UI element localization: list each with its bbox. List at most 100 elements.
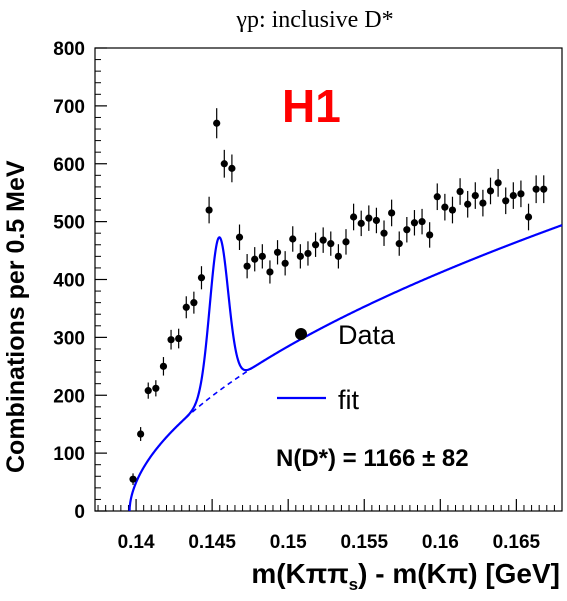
data-marker: [266, 268, 274, 276]
data-marker: [243, 262, 251, 270]
x-axis-title-rest: ) - m(Kπ) [GeV]: [358, 558, 560, 589]
x-tick-label: 0.14: [118, 532, 155, 553]
y-tick-label: 100: [53, 444, 85, 465]
data-marker: [509, 191, 517, 200]
x-tick-label: 0.145: [188, 532, 236, 553]
data-marker: [471, 191, 479, 200]
x-axis-title: m(Kππs) - m(Kπ) [GeV]: [251, 558, 560, 594]
data-point: [448, 196, 457, 224]
data-point: [502, 187, 510, 215]
data-marker: [281, 259, 289, 267]
legend-fit-label: fit: [338, 385, 360, 415]
data-point: [395, 231, 403, 256]
data-marker: [532, 185, 540, 193]
data-point: [273, 240, 282, 265]
data-point: [167, 329, 175, 350]
fit-curve: [128, 224, 563, 512]
data-marker: [502, 197, 510, 205]
data-marker: [410, 219, 419, 227]
data-marker: [327, 240, 335, 248]
data-point: [418, 208, 426, 235]
data-point: [479, 189, 487, 217]
data-point: [197, 266, 206, 290]
data-points: [129, 108, 548, 485]
fit-background-dashed: [172, 365, 256, 432]
x-axis-title-main: m(Kππ: [251, 558, 348, 589]
data-marker: [349, 213, 358, 221]
y-tick-label: 800: [53, 39, 85, 60]
data-point: [304, 241, 312, 266]
data-marker: [342, 238, 350, 246]
axis-ticks: [95, 47, 563, 512]
data-point: [182, 296, 190, 319]
data-marker: [311, 241, 320, 249]
x-tick-label: 0.165: [493, 532, 541, 553]
data-marker: [304, 249, 312, 258]
data-marker: [486, 187, 495, 195]
data-point: [327, 231, 335, 256]
data-marker: [205, 206, 213, 214]
data-marker: [426, 231, 434, 239]
data-marker: [448, 206, 457, 214]
data-marker: [296, 252, 304, 260]
legend-data-label: Data: [338, 320, 396, 350]
y-axis-title: Combinations per 0.5 MeV: [2, 160, 30, 473]
data-point: [243, 254, 251, 279]
data-point: [190, 291, 198, 314]
data-point: [433, 183, 441, 211]
data-marker: [190, 299, 198, 307]
data-marker: [213, 119, 221, 127]
data-point: [372, 207, 381, 234]
data-point: [349, 203, 358, 231]
data-marker: [540, 185, 548, 193]
data-point: [494, 168, 502, 197]
data-point: [456, 178, 464, 205]
data-point: [403, 216, 411, 243]
data-point: [471, 182, 479, 209]
data-point: [281, 251, 289, 276]
data-point: [357, 210, 365, 237]
data-point: [365, 205, 373, 231]
data-point: [517, 180, 525, 208]
data-point: [311, 232, 320, 257]
data-marker: [167, 336, 175, 344]
data-point: [228, 154, 236, 183]
data-marker: [388, 209, 396, 217]
data-point: [532, 175, 540, 204]
data-marker: [289, 235, 297, 243]
data-point: [540, 175, 548, 204]
data-point: [334, 244, 342, 269]
data-point: [410, 210, 419, 236]
data-marker: [334, 252, 342, 260]
data-point: [524, 203, 533, 231]
data-marker: [159, 362, 168, 370]
y-tick-label: 300: [53, 328, 85, 349]
data-point: [129, 473, 137, 485]
data-point: [441, 193, 449, 221]
x-tick-label: 0.16: [422, 532, 459, 553]
data-point: [289, 226, 297, 252]
data-marker: [395, 240, 403, 248]
h1-logo: H1: [282, 80, 341, 132]
data-point: [342, 229, 350, 255]
data-marker: [137, 430, 145, 438]
signal-yield-annotation: N(D*) = 1166 ± 82: [276, 445, 469, 472]
data-point: [509, 182, 517, 209]
tick-labels: 0 100 200 300 400 500 600 700 800 0.14 0.145 0.15 0.…: [53, 39, 540, 553]
data-marker: [273, 248, 282, 256]
x-tick-label: 0.15: [270, 532, 307, 553]
data-marker: [380, 229, 388, 237]
data-marker: [494, 179, 502, 187]
y-tick-label: 500: [53, 213, 85, 234]
data-point: [159, 357, 168, 376]
data-marker: [144, 387, 152, 395]
data-marker: [175, 334, 183, 343]
data-marker: [433, 193, 441, 201]
data-point: [319, 227, 327, 253]
y-tick-label: 0: [74, 502, 85, 523]
data-marker: [479, 199, 487, 207]
data-marker: [403, 226, 411, 234]
data-marker: [357, 219, 365, 227]
data-point: [175, 328, 183, 349]
